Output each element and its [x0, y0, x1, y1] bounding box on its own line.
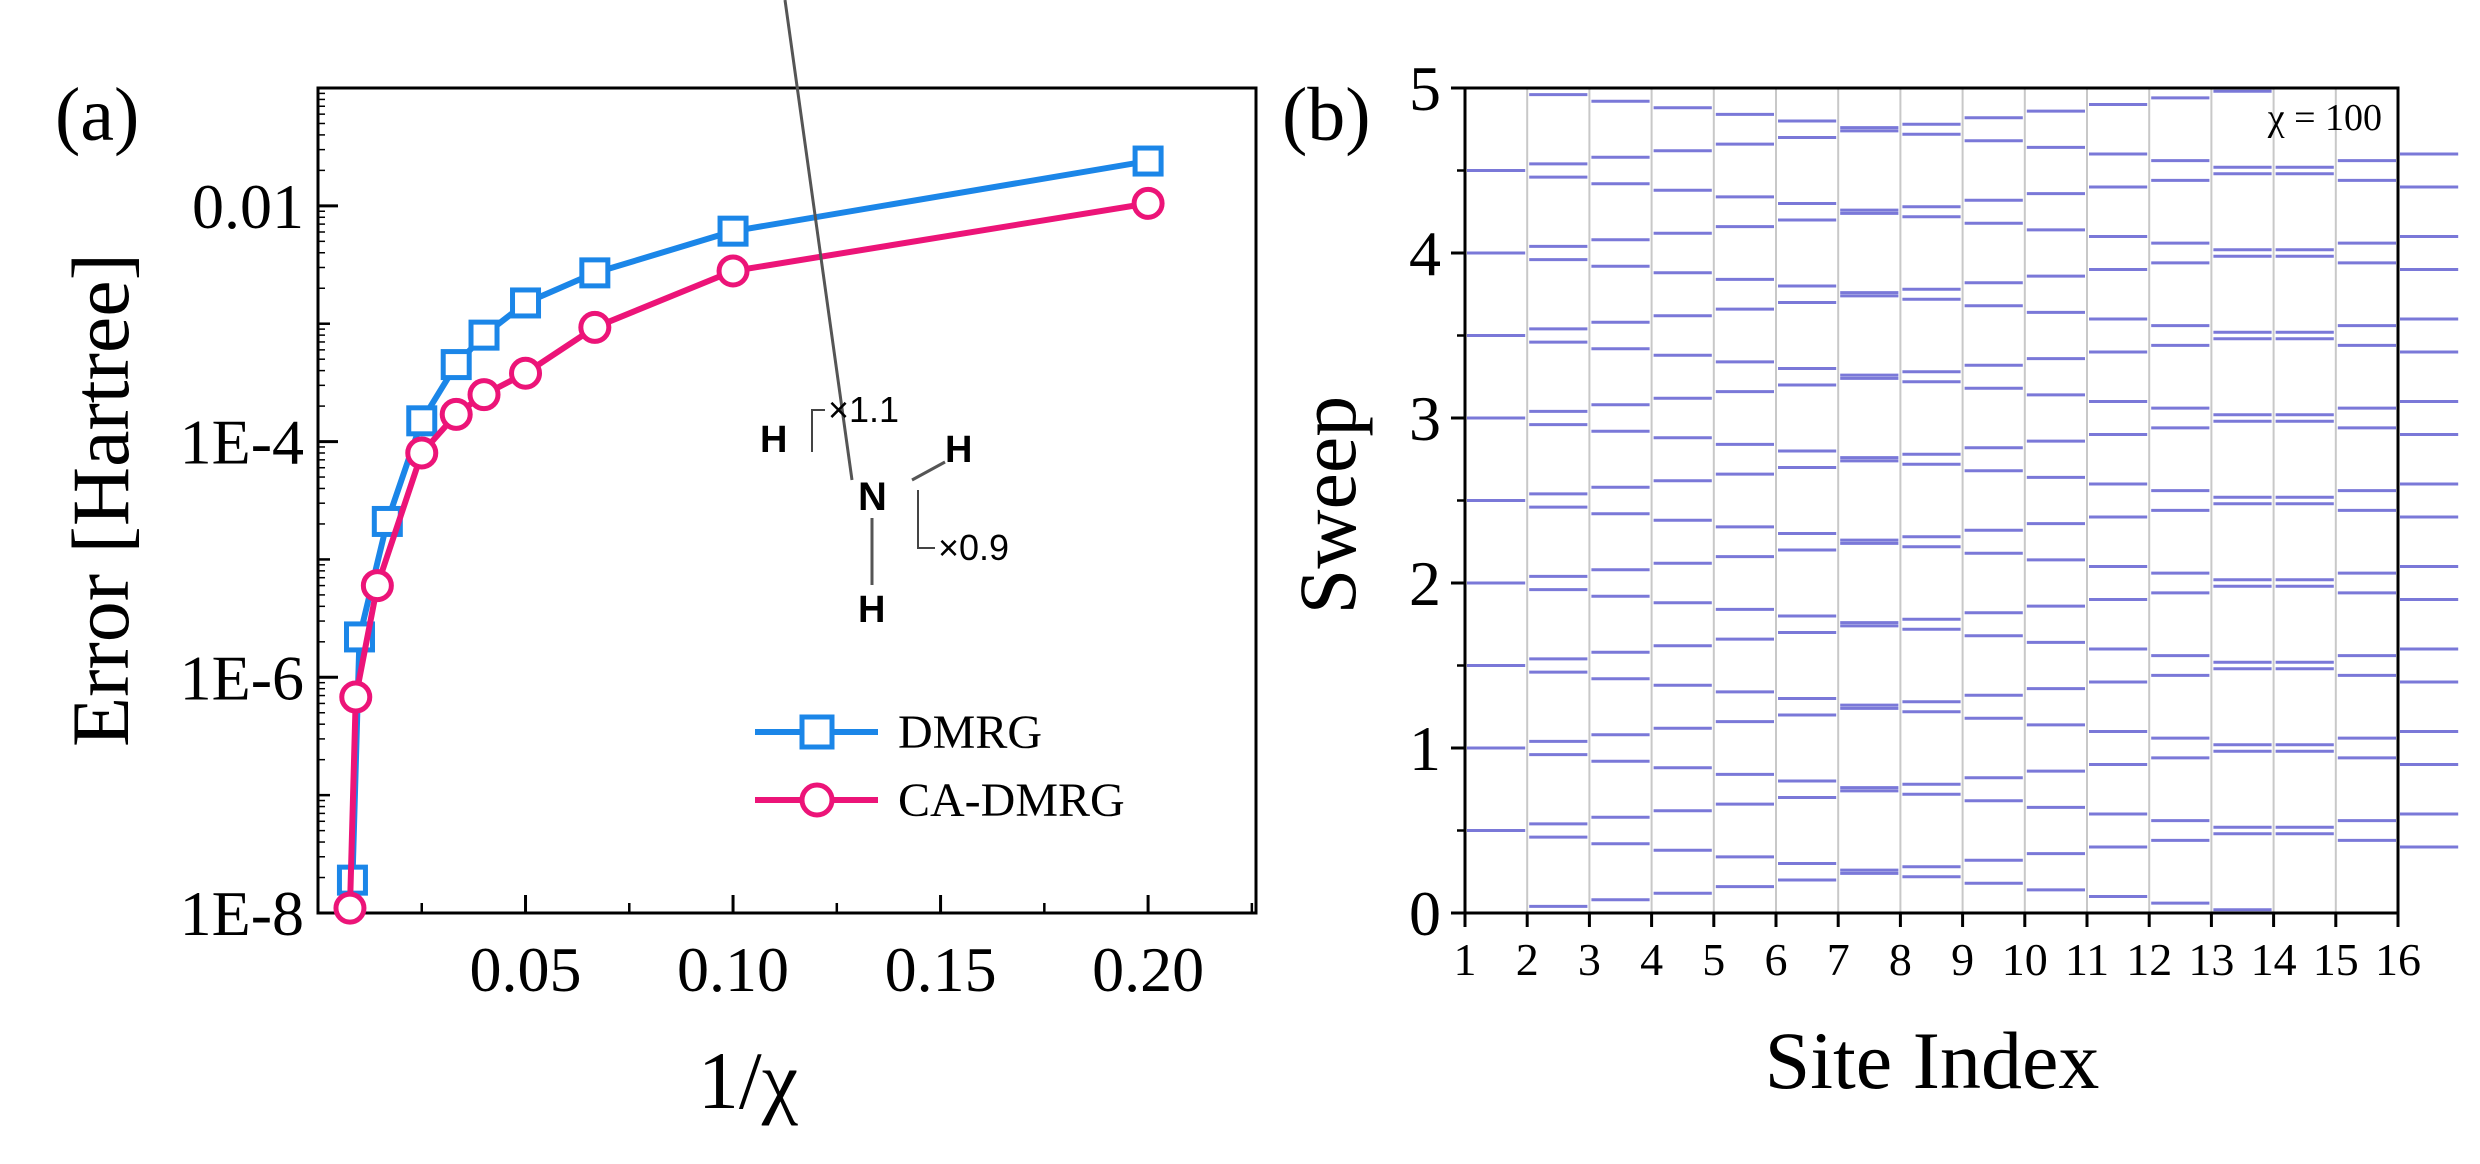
panel-a-log-error-plot: (a) 0.05 0.10 0.15 0.20 1E-8 1E-6 1E-4 0.01 1/…	[55, 0, 1258, 1126]
scale-label-upper: ×1.1	[828, 389, 899, 430]
x-tick-label-b: 15	[2313, 934, 2359, 985]
ammonia-molecule-inset: H N H H ×1.1 ×0.9	[760, 0, 1009, 631]
data-point-ca-dmrg	[716, 254, 750, 288]
y-tick-label-b: 5	[1409, 53, 1441, 124]
scale-bracket-lower	[917, 490, 935, 549]
data-point-ca-dmrg	[509, 356, 543, 390]
data-point-dmrg	[717, 215, 749, 247]
x-tick-label-b: 13	[2188, 934, 2234, 985]
x-tick-label-a: 0.10	[677, 934, 789, 1005]
x-tick-label-b: 14	[2251, 934, 2297, 985]
data-series-a	[333, 145, 1165, 925]
axis-ticks-b	[1451, 86, 2400, 927]
x-tick-labels-b: 1 2 3 4 5 6 7 8 9 10 11 12 13 14 15 16	[1454, 934, 2422, 985]
y-axis-label-b: Sweep	[1282, 396, 1373, 615]
data-point-ca-dmrg	[439, 397, 473, 431]
x-tick-label-b: 11	[2065, 934, 2109, 985]
bond-n-h-left	[783, 0, 854, 481]
data-point-dmrg	[579, 257, 611, 289]
data-point-dmrg	[440, 349, 472, 381]
data-point-dmrg	[468, 319, 500, 351]
y-axis-label-a: Error [Hartree]	[55, 253, 146, 747]
legend-label-dmrg: DMRG	[898, 706, 1042, 759]
atom-h-right: H	[945, 429, 972, 471]
x-tick-label-b: 8	[1889, 934, 1912, 985]
plot-frame-a	[316, 86, 1258, 915]
x-tick-label-a: 0.15	[885, 934, 997, 1005]
y-tick-labels-a: 1E-8 1E-6 1E-4 0.01	[180, 171, 304, 949]
scale-bracket-upper	[811, 409, 825, 452]
legend-a: DMRG CA-DMRG	[755, 706, 1125, 827]
atom-n: N	[858, 475, 887, 519]
chi-annotation: χ = 100	[2267, 97, 2382, 139]
panel-label-a: (a)	[55, 73, 139, 157]
sweep-segments-b	[1467, 86, 2459, 915]
x-tick-label-b: 6	[1765, 934, 1788, 985]
data-point-ca-dmrg	[333, 891, 367, 925]
y-tick-label-b: 0	[1409, 878, 1441, 949]
scale-label-lower: ×0.9	[938, 527, 1009, 568]
grid-b	[1464, 88, 2399, 913]
x-tick-label-b: 5	[1702, 934, 1725, 985]
y-tick-label-b: 3	[1409, 383, 1441, 454]
panel-label-b: (b)	[1282, 73, 1371, 157]
x-tick-labels-a: 0.05 0.10 0.15 0.20	[470, 934, 1205, 1005]
y-tick-label-a: 0.01	[192, 171, 304, 242]
x-axis-label-b: Site Index	[1765, 1015, 2100, 1106]
data-point-ca-dmrg	[405, 436, 439, 470]
legend-marker-ca-dmrg	[799, 782, 835, 818]
y-tick-label-b: 2	[1409, 548, 1441, 619]
atom-h-bottom: H	[858, 589, 885, 631]
y-tick-label-b: 4	[1409, 218, 1441, 289]
series-line-ca-dmrg	[346, 200, 1149, 909]
y-tick-label-a: 1E-8	[180, 878, 304, 949]
x-tick-label-b: 7	[1827, 934, 1850, 985]
data-point-ca-dmrg	[467, 378, 501, 412]
x-axis-label-a: 1/χ	[698, 1035, 799, 1126]
data-point-ca-dmrg	[1131, 186, 1165, 220]
data-point-dmrg	[1132, 145, 1164, 177]
x-tick-label-a: 0.05	[470, 934, 582, 1005]
x-tick-label-b: 10	[2002, 934, 2048, 985]
x-tick-label-b: 1	[1454, 934, 1477, 985]
data-point-ca-dmrg	[339, 680, 373, 714]
x-tick-label-b: 16	[2375, 934, 2421, 985]
x-tick-label-b: 12	[2126, 934, 2172, 985]
bond-n-h-right	[911, 460, 946, 482]
y-tick-label-a: 1E-6	[180, 642, 304, 713]
y-tick-labels-b: 0 1 2 3 4 5	[1409, 53, 1441, 949]
x-tick-label-b: 2	[1516, 934, 1539, 985]
data-point-dmrg	[510, 287, 542, 319]
data-point-dmrg	[406, 405, 438, 437]
x-tick-label-b: 3	[1578, 934, 1601, 985]
y-tick-label-b: 1	[1409, 713, 1441, 784]
legend-label-ca-dmrg: CA-DMRG	[898, 774, 1125, 827]
legend-marker-dmrg	[799, 714, 835, 750]
data-point-ca-dmrg	[578, 310, 612, 344]
atom-h-left: H	[760, 419, 787, 461]
data-point-ca-dmrg	[360, 569, 394, 603]
x-tick-label-b: 9	[1951, 934, 1974, 985]
plot-frame-b	[1463, 86, 2400, 915]
y-tick-label-a: 1E-4	[180, 407, 304, 478]
x-tick-label-a: 0.20	[1092, 934, 1204, 1005]
x-tick-label-b: 4	[1640, 934, 1663, 985]
